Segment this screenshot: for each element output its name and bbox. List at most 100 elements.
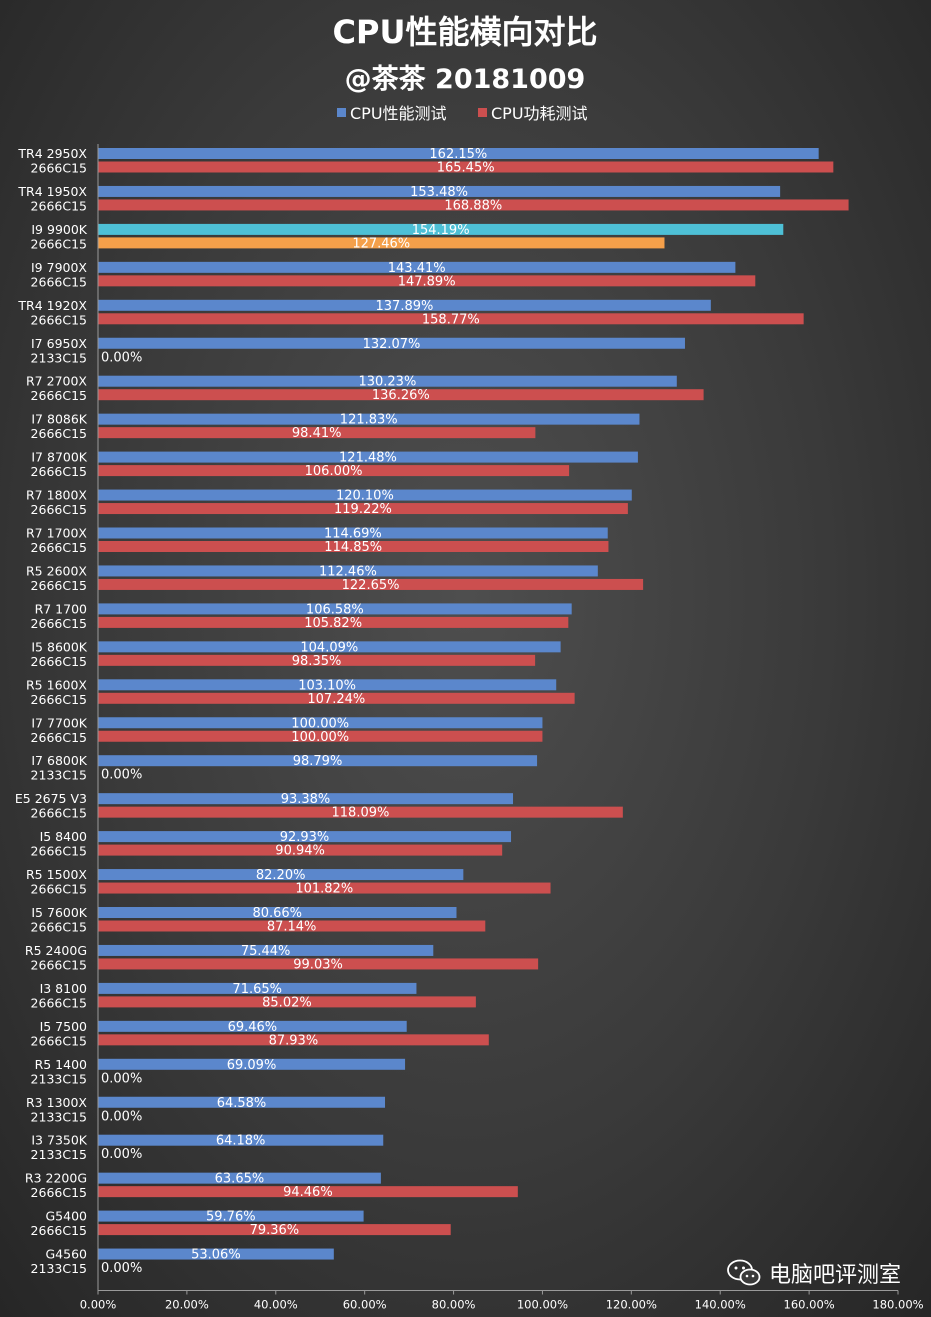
category-label-memory: 2133C15 xyxy=(31,1109,87,1124)
data-label-performance: 100.00% xyxy=(291,716,349,731)
bar-performance xyxy=(98,299,711,311)
bar-performance xyxy=(98,717,543,729)
data-label-performance: 121.83% xyxy=(340,413,398,428)
data-label-performance: 69.46% xyxy=(228,1020,278,1035)
data-label-power: 90.94% xyxy=(275,844,325,859)
category-label-memory: 2666C15 xyxy=(31,882,87,897)
data-label-power: 85.02% xyxy=(262,995,312,1010)
bar-performance xyxy=(98,1172,381,1184)
category-label-cpu: R5 1600X xyxy=(26,677,87,692)
bar-power xyxy=(98,275,756,287)
bar-performance xyxy=(98,1020,407,1032)
bar-performance xyxy=(98,907,457,918)
legend-swatch-performance xyxy=(337,108,346,117)
bar-power xyxy=(98,996,476,1008)
category-label-cpu: TR4 1950X xyxy=(17,184,87,199)
legend-label-power: CPU功耗测试 xyxy=(491,104,588,123)
category-label-cpu: R7 1800X xyxy=(26,488,87,503)
data-label-performance: 112.46% xyxy=(319,564,377,579)
bar-power xyxy=(98,427,536,439)
bar-performance xyxy=(98,679,557,691)
data-label-power: 0.00% xyxy=(101,1147,142,1162)
bar-performance xyxy=(98,603,572,615)
category-label-memory: 2666C15 xyxy=(31,1185,87,1200)
data-label-performance: 143.41% xyxy=(388,261,446,276)
category-label-cpu: I5 7600K xyxy=(31,905,87,920)
category-label-memory: 2666C15 xyxy=(31,502,87,517)
bar-performance xyxy=(98,944,434,956)
data-label-power: 168.88% xyxy=(444,198,502,213)
category-label-cpu: E5 2675 V3 xyxy=(15,791,87,806)
category-label-memory: 2666C15 xyxy=(31,1033,87,1048)
category-label-cpu: R3 1300X xyxy=(26,1095,87,1110)
data-label-performance: 80.66% xyxy=(252,906,302,921)
chart-subtitle: @茶茶 20181009 xyxy=(345,64,586,95)
data-label-power: 98.41% xyxy=(292,426,342,441)
category-label-cpu: TR4 1920X xyxy=(17,298,87,313)
bar-power xyxy=(98,654,536,666)
category-label-memory: 2666C15 xyxy=(31,388,87,403)
category-label-memory: 2666C15 xyxy=(31,540,87,555)
category-label-memory: 2133C15 xyxy=(31,1071,87,1086)
category-label-cpu: I3 7350K xyxy=(31,1133,87,1148)
x-axis: 0.00% 20.00% 40.00% 60.00% 80.00% 100.00% 120.… xyxy=(80,144,924,1312)
category-label-cpu: I9 9900K xyxy=(31,222,87,237)
x-tick-label: 40.00% xyxy=(254,1298,298,1312)
category-label-memory: 2666C15 xyxy=(31,957,87,972)
bar-performance xyxy=(98,565,598,577)
data-label-performance: 162.15% xyxy=(429,147,487,162)
category-label-cpu: R5 1400 xyxy=(35,1057,87,1072)
data-label-power: 87.14% xyxy=(267,920,317,935)
bar-performance xyxy=(98,148,819,159)
category-label-cpu: R5 2600X xyxy=(26,563,87,578)
data-label-performance: 59.76% xyxy=(206,1210,256,1225)
data-label-performance: 137.89% xyxy=(376,299,434,314)
bar-performance xyxy=(98,337,685,349)
data-label-performance: 106.58% xyxy=(306,602,364,617)
category-label-memory: 2133C15 xyxy=(31,768,87,783)
category-label-memory: 2666C15 xyxy=(31,578,87,593)
category-label-memory: 2666C15 xyxy=(31,692,87,707)
x-tick-label: 60.00% xyxy=(343,1298,387,1312)
bar-performance xyxy=(98,1134,384,1146)
bar-power xyxy=(98,730,543,742)
bar-power xyxy=(98,503,628,515)
category-label-memory: 2666C15 xyxy=(31,995,87,1010)
data-label-power: 114.85% xyxy=(324,540,382,555)
data-label-performance: 93.38% xyxy=(281,792,331,807)
bar-performance xyxy=(98,1096,386,1108)
data-label-power: 127.46% xyxy=(352,236,410,251)
category-label-memory: 2666C15 xyxy=(31,654,87,669)
data-label-power: 105.82% xyxy=(304,616,362,631)
data-label-power: 94.46% xyxy=(283,1185,333,1200)
bar-performance xyxy=(98,831,512,843)
bar-performance xyxy=(98,451,638,463)
data-label-performance: 121.48% xyxy=(339,451,397,466)
category-label-memory: 2666C15 xyxy=(31,198,87,213)
data-label-power: 79.36% xyxy=(250,1223,300,1238)
category-label-memory: 2133C15 xyxy=(31,1261,87,1276)
category-label-cpu: G4560 xyxy=(46,1247,88,1262)
data-label-power: 0.00% xyxy=(101,768,142,783)
bar-power xyxy=(98,1224,451,1236)
x-tick-label: 100.00% xyxy=(517,1298,568,1312)
data-label-performance: 53.06% xyxy=(191,1248,241,1263)
bar-performance xyxy=(98,1058,406,1070)
bar-power xyxy=(98,844,503,856)
bar-performance xyxy=(98,869,464,881)
wechat-icon xyxy=(727,1259,761,1286)
data-label-performance: 104.09% xyxy=(300,640,358,655)
data-label-power: 118.09% xyxy=(332,806,390,821)
category-label-memory: 2666C15 xyxy=(31,920,87,935)
category-label-memory: 2666C15 xyxy=(31,161,87,176)
bar-power xyxy=(98,1034,489,1046)
bar-performance xyxy=(98,375,677,387)
bar-power xyxy=(98,199,849,211)
data-label-power: 158.77% xyxy=(422,312,480,327)
category-label-cpu: I7 6950X xyxy=(31,336,87,351)
category-label-memory: 2133C15 xyxy=(31,350,87,365)
data-label-power: 0.00% xyxy=(101,1109,142,1124)
category-label-cpu: R5 2400G xyxy=(25,943,87,958)
